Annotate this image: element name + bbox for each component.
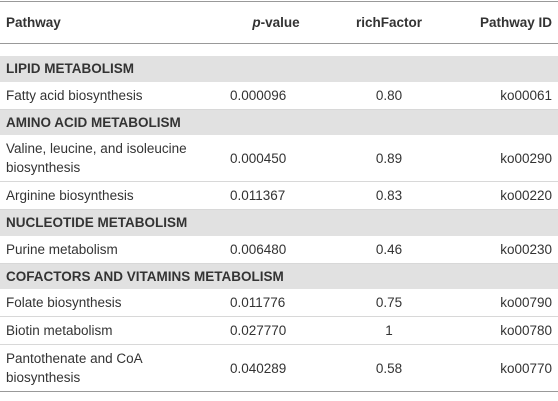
cell: Arginine biosynthesis xyxy=(6,188,134,203)
cell: ko00770 xyxy=(500,360,552,376)
cell: Folate biosynthesis xyxy=(6,295,122,310)
header-cell: p-value xyxy=(224,2,328,44)
spacer xyxy=(0,44,558,56)
cell: 0.83 xyxy=(375,188,403,203)
header-row: Pathway p-value richFactor Pathway ID xyxy=(0,1,558,44)
data-row: Fatty acid biosynthesis 0.000096 0.80 ko000… xyxy=(0,82,558,109)
pathway-table: Pathway p-value richFactor Pathway ID LI… xyxy=(0,1,558,392)
cell: ko00790 xyxy=(500,295,552,310)
cell: 0.006480 xyxy=(230,241,287,257)
data-row: Folate biosynthesis 0.011776 0.75 ko00790 xyxy=(0,289,558,317)
cell: Biotin metabolism xyxy=(6,323,113,338)
cell: Pantothenate and CoA biosynthesis xyxy=(6,351,142,385)
cell: 0.040289 xyxy=(230,360,287,376)
section-row: COFACTORS AND VITAMINS METABOLISM xyxy=(0,263,558,289)
cell: ko00220 xyxy=(500,188,552,203)
data-row: Pantothenate and CoA biosynthesis 0.04028… xyxy=(0,345,558,392)
cell: Valine, leucine, and isoleucine biosynth… xyxy=(6,141,187,175)
cell: 0.027770 xyxy=(230,323,287,338)
cell: 0.000450 xyxy=(230,150,287,166)
section-row: AMINO ACID METABOLISM xyxy=(0,109,558,135)
cell: 0.75 xyxy=(375,295,403,310)
cell: 0.80 xyxy=(375,87,403,103)
cell: 1 xyxy=(385,323,393,338)
cell: Fatty acid biosynthesis xyxy=(6,87,143,103)
header-cell: richFactor xyxy=(355,15,423,30)
data-row: Purine metabolism 0.006480 0.46 ko00230 xyxy=(0,236,558,263)
header-text: -value xyxy=(260,15,300,30)
section-title: NUCLEOTIDE METABOLISM xyxy=(6,215,188,231)
cell: 0.46 xyxy=(375,241,403,257)
cell: 0.011776 xyxy=(230,295,286,310)
cell: Purine metabolism xyxy=(6,241,118,257)
cell: 0.011367 xyxy=(230,188,286,203)
section-row: LIPID METABOLISM xyxy=(0,55,558,82)
cell: 0.58 xyxy=(375,360,403,376)
data-row: Valine, leucine, and isoleucine biosynth… xyxy=(0,135,558,182)
section-title: COFACTORS AND VITAMINS METABOLISM xyxy=(6,268,284,284)
header-italic: p xyxy=(252,15,261,30)
header-cell: Pathway ID xyxy=(479,15,552,30)
cell: 0.000096 xyxy=(230,87,287,103)
header-cell: Pathway xyxy=(6,15,61,30)
table-header: Pathway p-value richFactor Pathway ID xyxy=(0,1,558,44)
data-row: Biotin metabolism 0.027770 1 ko00780 xyxy=(0,317,558,345)
section-title: LIPID METABOLISM xyxy=(6,61,134,77)
section-title: AMINO ACID METABOLISM xyxy=(6,114,181,130)
data-row: Arginine biosynthesis 0.011367 0.83 ko00220 xyxy=(0,182,558,210)
cell: ko00061 xyxy=(500,87,552,103)
cell: ko00780 xyxy=(500,323,552,338)
table-body: LIPID METABOLISM Fatty acid biosynthesis 0… xyxy=(0,44,558,392)
section-row: NUCLEOTIDE METABOLISM xyxy=(0,209,558,236)
cell: ko00230 xyxy=(500,241,552,257)
cell: ko00290 xyxy=(500,150,552,166)
cell: 0.89 xyxy=(375,150,403,166)
